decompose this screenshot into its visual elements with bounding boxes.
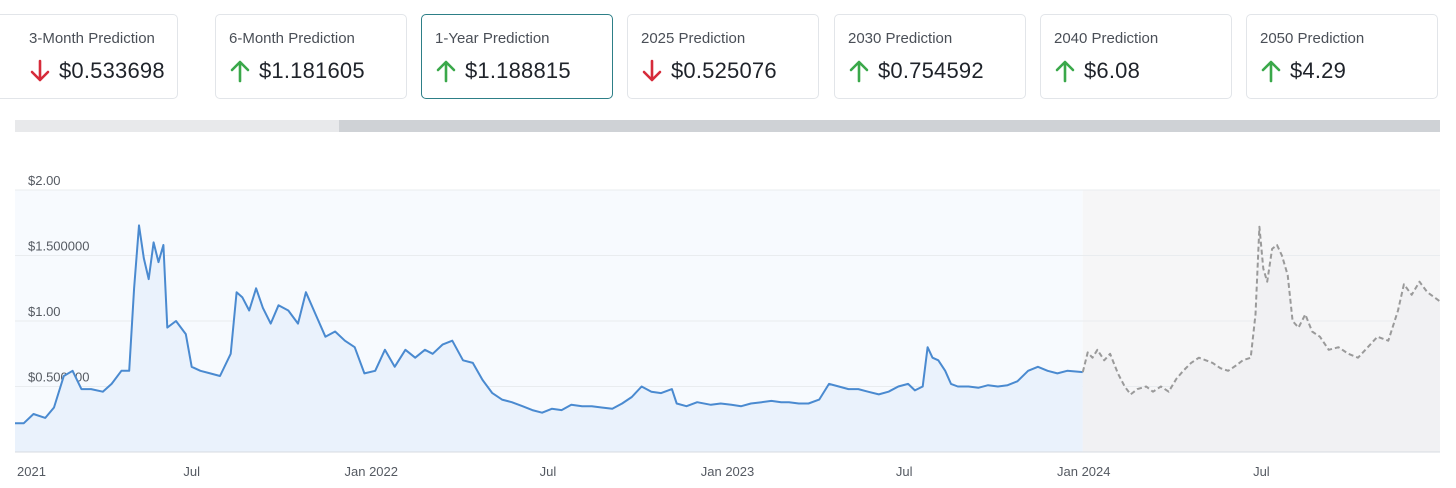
arrow-up-icon	[436, 60, 456, 83]
y-tick-label: $0.500000	[28, 370, 89, 385]
prediction-card[interactable]: 6-Month Prediction $1.181605	[215, 14, 407, 99]
prediction-label: 1-Year Prediction	[435, 30, 550, 47]
x-tick-label: 2021	[17, 464, 46, 479]
x-tick-label: Jul	[896, 464, 913, 479]
x-tick-label: Jul	[183, 464, 200, 479]
prediction-value: $0.533698	[59, 58, 165, 83]
arrow-up-icon	[849, 60, 869, 83]
prediction-label: 2040 Prediction	[1054, 30, 1159, 47]
arrow-down-icon	[642, 59, 662, 82]
y-tick-label: $1.00	[28, 304, 61, 319]
prediction-label: 3-Month Prediction	[29, 30, 155, 47]
prediction-cards: 3-Month Prediction $0.533698 6-Month Predi…	[0, 14, 1456, 102]
x-tick-label: Jul	[540, 464, 557, 479]
prediction-label: 6-Month Prediction	[229, 30, 355, 47]
prediction-value: $0.525076	[671, 58, 777, 83]
prediction-card[interactable]: 2030 Prediction $0.754592	[834, 14, 1026, 99]
prediction-value: $6.08	[1084, 58, 1141, 83]
prediction-value: $4.29	[1290, 58, 1347, 83]
prediction-value: $1.181605	[259, 58, 365, 83]
y-tick-label: $1.500000	[28, 239, 89, 254]
y-tick-label: $2.00	[28, 175, 61, 188]
x-tick-label: Jan 2023	[701, 464, 755, 479]
horizontal-scrollbar[interactable]	[15, 120, 1440, 132]
history-area	[15, 225, 1083, 452]
prediction-label: 2025 Prediction	[641, 30, 746, 47]
x-tick-label: Jan 2024	[1057, 464, 1111, 479]
forecast-line	[1081, 225, 1441, 396]
arrow-down-icon	[30, 59, 50, 82]
history-line	[15, 224, 1083, 425]
prediction-label: 2030 Prediction	[848, 30, 953, 47]
arrow-up-icon	[230, 60, 250, 83]
prediction-value: $1.188815	[465, 58, 571, 83]
arrow-up-icon	[1055, 60, 1075, 83]
forecast-area	[1082, 226, 1440, 452]
prediction-card[interactable]: 2040 Prediction $6.08	[1040, 14, 1232, 99]
prediction-card[interactable]: 2025 Prediction $0.525076	[627, 14, 819, 99]
scrollbar-thumb[interactable]	[15, 120, 339, 132]
x-tick-label: Jul	[1253, 464, 1270, 479]
prediction-value: $0.754592	[878, 58, 984, 83]
prediction-card[interactable]: 3-Month Prediction $0.533698	[0, 14, 178, 99]
prediction-card[interactable]: 1-Year Prediction $1.188815	[421, 14, 613, 99]
arrow-up-icon	[1261, 60, 1281, 83]
prediction-label: 2050 Prediction	[1260, 30, 1365, 47]
prediction-card[interactable]: 2050 Prediction $4.29	[1246, 14, 1438, 99]
price-chart: $0.00$0.500000$1.00$1.500000$2.002021Jul…	[15, 175, 1441, 479]
x-tick-label: Jan 2022	[345, 464, 399, 479]
